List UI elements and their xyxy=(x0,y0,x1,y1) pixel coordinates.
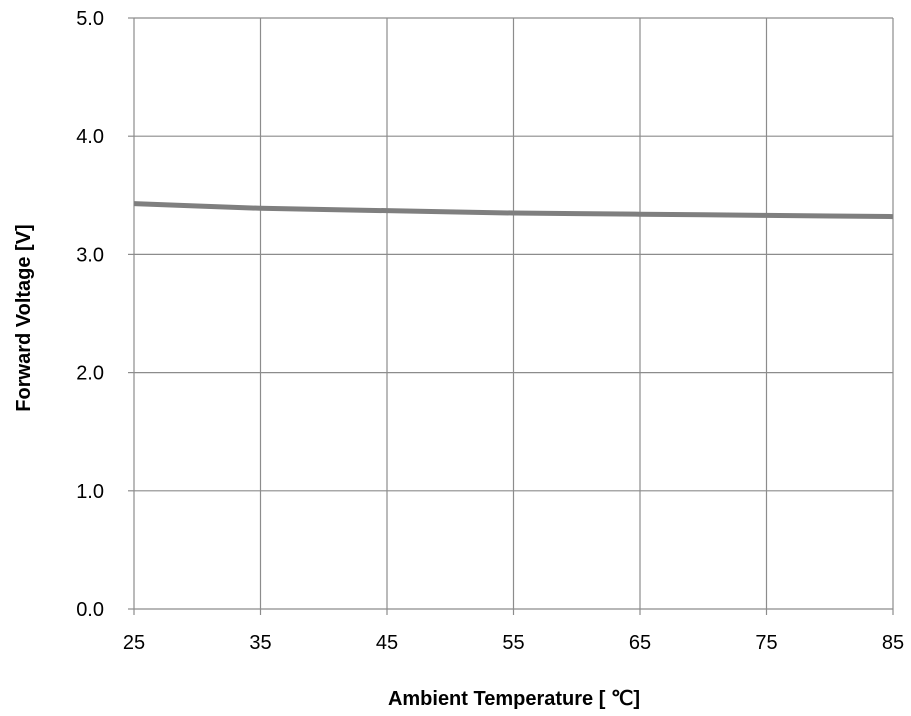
x-tick-label: 25 xyxy=(123,632,145,654)
y-tick-labels: 0.0 1.0 2.0 3.0 4.0 5.0 xyxy=(76,8,104,621)
grid-lines xyxy=(134,17,894,609)
tick-marks xyxy=(128,17,894,615)
x-tick-label: 45 xyxy=(376,632,398,654)
x-tick-label: 85 xyxy=(882,632,904,654)
x-tick-label: 35 xyxy=(249,632,271,654)
y-tick-label: 0.0 xyxy=(76,599,104,621)
x-tick-label: 75 xyxy=(755,632,777,654)
x-axis-title: Ambient Temperature [ ℃] xyxy=(388,688,640,710)
x-tick-label: 65 xyxy=(629,632,651,654)
x-tick-label: 55 xyxy=(502,632,524,654)
y-axis-title: Forward Voltage [V] xyxy=(13,224,35,411)
series-line-0 xyxy=(133,201,894,220)
y-tick-label: 5.0 xyxy=(76,8,104,30)
x-tick-labels: 25 35 45 55 65 75 85 xyxy=(123,632,904,654)
y-tick-label: 1.0 xyxy=(76,481,104,503)
y-tick-label: 4.0 xyxy=(76,126,104,148)
y-tick-label: 3.0 xyxy=(76,244,104,266)
y-tick-label: 2.0 xyxy=(76,363,104,385)
series-layer xyxy=(133,201,894,220)
